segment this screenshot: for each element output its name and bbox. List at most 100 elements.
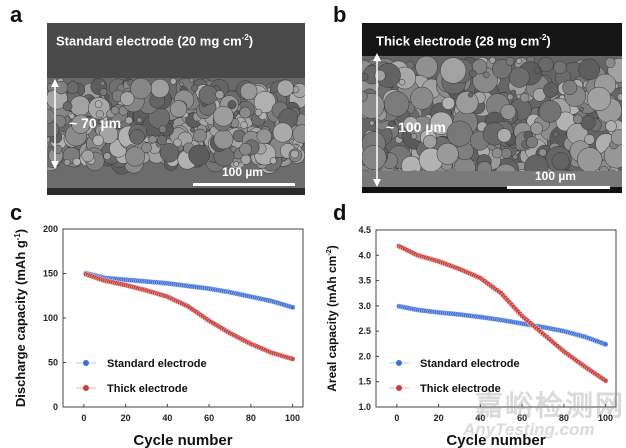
x-tick-label: 60 — [204, 413, 214, 423]
sem-image-thick: Thick electrode (28 mg cm-2) ~ 100 µm 10… — [362, 23, 622, 193]
particle — [159, 143, 180, 163]
sem-micrograph — [47, 23, 305, 195]
particle — [553, 60, 567, 75]
y-label-sup: -2 — [324, 249, 333, 255]
thickness-label-standard: ~ 70 µm — [69, 115, 122, 131]
particle — [240, 121, 248, 129]
y-tick-label: 4.5 — [358, 225, 371, 235]
particle — [610, 129, 622, 146]
particle — [506, 93, 514, 101]
particle — [491, 147, 503, 159]
x-tick-label: 60 — [517, 413, 527, 423]
sem-title-thick: Thick electrode (28 mg cm-2) — [376, 33, 551, 49]
legend-label: Standard electrode — [107, 358, 207, 370]
series-standard-electrode — [83, 270, 296, 311]
sem-image-standard: Standard electrode (20 mg cm-2) ~ 70 µm … — [47, 23, 305, 195]
particle — [446, 120, 473, 147]
y-tick-label: 200 — [43, 224, 58, 234]
sem-title-standard: Standard electrode (20 mg cm-2) — [56, 33, 254, 49]
x-tick-label: 100 — [285, 413, 300, 423]
panel-letter-a: a — [10, 2, 23, 27]
particle — [158, 125, 167, 134]
panel-letter-b: b — [333, 2, 347, 27]
x-tick-label: 80 — [559, 413, 569, 423]
substrate — [362, 187, 622, 193]
y-tick-label: 0 — [53, 402, 58, 412]
particle — [95, 110, 104, 119]
particle — [605, 57, 616, 68]
particle — [92, 134, 104, 147]
y-tick-label: 50 — [48, 358, 58, 368]
particle — [455, 91, 479, 115]
particle — [239, 142, 252, 156]
particle — [436, 142, 459, 165]
watermark-en: AnyTesting.com — [463, 420, 595, 439]
particle — [468, 69, 477, 78]
particle — [240, 154, 252, 165]
x-tick-label: 20 — [121, 413, 131, 423]
y-tick-label: 3.5 — [358, 276, 371, 286]
data-point — [602, 377, 609, 384]
particle — [62, 101, 73, 112]
legend-marker — [396, 360, 402, 366]
thickness-arrow-icon — [51, 79, 59, 169]
y-tick-label: 1.5 — [358, 377, 371, 387]
legend-marker — [83, 360, 89, 366]
particle — [538, 56, 554, 73]
particle — [227, 100, 237, 110]
particle — [272, 122, 293, 143]
particle — [580, 115, 596, 131]
particle — [63, 158, 71, 166]
x-axis-label: Cycle number — [446, 432, 545, 448]
scale-bar — [193, 183, 295, 186]
panel-letter-c: c — [10, 200, 23, 225]
y-axis-label: Discharge capacity (mAh g-1) — [13, 229, 28, 407]
scale-bar — [507, 186, 610, 189]
particle — [72, 157, 81, 166]
particle — [577, 147, 603, 173]
x-tick-label: 0 — [394, 413, 399, 423]
particle — [505, 56, 515, 66]
particle — [179, 81, 184, 87]
particle — [292, 124, 305, 144]
particle — [99, 124, 119, 144]
particle — [483, 71, 490, 79]
particle — [293, 144, 299, 150]
particle — [256, 128, 272, 145]
x-axis-label: Cycle number — [133, 432, 232, 448]
y-tick-label: 1.0 — [358, 402, 371, 412]
y-axis-label: Areal capacity (mAh cm-2) — [324, 245, 339, 391]
x-tick-label: 100 — [598, 413, 613, 423]
particle — [388, 120, 396, 128]
particle — [290, 149, 299, 159]
particle — [362, 144, 387, 170]
particle — [543, 82, 559, 98]
y-tick-label: 4.0 — [358, 250, 371, 260]
particle — [552, 131, 559, 138]
series-thick-electrode — [83, 271, 296, 362]
data-point — [289, 356, 296, 362]
y-label-sup: -1 — [13, 233, 22, 241]
particle — [512, 153, 519, 160]
particle — [276, 79, 294, 97]
particle — [188, 144, 210, 166]
particle — [81, 149, 94, 163]
particle — [94, 100, 103, 108]
particle — [148, 135, 157, 144]
particle — [150, 78, 170, 98]
particle — [605, 120, 617, 132]
legend-label: Thick electrode — [107, 383, 188, 395]
particle — [467, 92, 474, 98]
particle — [88, 97, 111, 120]
x-tick-label: 40 — [475, 413, 485, 423]
particle — [497, 128, 512, 143]
particle — [500, 104, 517, 120]
particle — [99, 88, 108, 96]
x-tick-label: 80 — [246, 413, 256, 423]
particle — [538, 100, 562, 123]
particle — [130, 77, 152, 100]
particle — [369, 120, 375, 126]
particle — [66, 81, 80, 95]
particle — [586, 86, 612, 112]
y-tick-label: 2.0 — [358, 351, 371, 361]
